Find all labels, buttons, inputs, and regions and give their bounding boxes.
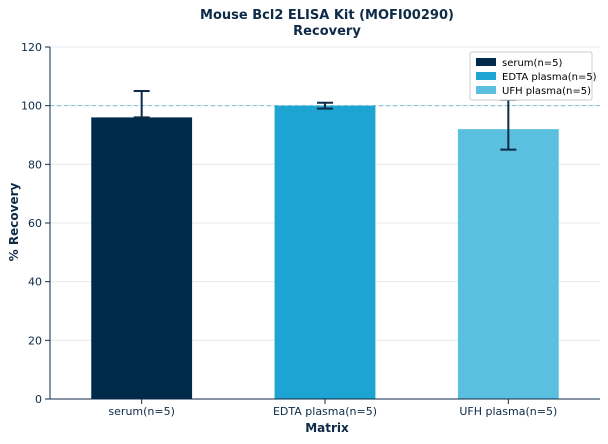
legend-swatch — [476, 86, 496, 94]
x-axis-label: Matrix — [305, 421, 349, 435]
axes — [45, 46, 600, 404]
bars — [91, 105, 559, 400]
bar — [274, 105, 376, 400]
legend-entry: EDTA plasma(n=5) — [502, 72, 597, 83]
legend-entry: serum(n=5) — [502, 58, 563, 69]
chart-title: Mouse Bcl2 ELISA Kit (MOFI00290) — [200, 8, 454, 23]
x-tick-labels: serum(n=5) EDTA plasma(n=5) UFH plasma(n=5… — [108, 405, 557, 418]
bar — [91, 117, 193, 400]
legend-swatch — [476, 58, 496, 66]
y-tick-label: 100 — [21, 100, 42, 113]
x-tick-label: serum(n=5) — [108, 405, 174, 418]
legend: serum(n=5) EDTA plasma(n=5) UFH plasma(n=5… — [469, 51, 597, 101]
x-tick-label: EDTA plasma(n=5) — [273, 405, 377, 418]
y-axis-label: % Recovery — [7, 183, 21, 262]
chart-subtitle: Recovery — [293, 24, 361, 39]
legend-box — [469, 51, 593, 101]
y-tick-label: 120 — [21, 41, 42, 54]
legend-entry: UFH plasma(n=5) — [502, 86, 591, 97]
y-tick-label: 0 — [35, 393, 42, 406]
error-bars — [133, 90, 517, 151]
y-tick-labels: 0 20 40 60 80 100 120 — [21, 41, 42, 406]
bar — [457, 129, 559, 399]
legend-swatch — [476, 72, 496, 80]
y-tick-label: 60 — [28, 217, 42, 230]
y-tick-label: 80 — [28, 158, 42, 171]
x-tick-label: UFH plasma(n=5) — [459, 405, 557, 418]
y-tick-label: 40 — [28, 276, 42, 289]
y-tick-label: 20 — [28, 334, 42, 347]
